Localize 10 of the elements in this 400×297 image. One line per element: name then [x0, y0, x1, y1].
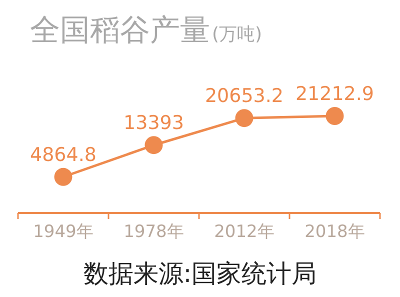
- title: 全国稻谷产量(万吨): [30, 13, 262, 48]
- x-tick-label: 1949年: [33, 222, 94, 242]
- data-label: 21212.9: [295, 83, 374, 105]
- data-label: 4864.8: [30, 144, 96, 166]
- source-note: 数据来源:国家统计局: [83, 259, 317, 288]
- x-tick-label: 2018年: [304, 222, 365, 242]
- data-label: 20653.2: [204, 85, 284, 108]
- x-tick-label: 2012年: [214, 222, 274, 242]
- data-label: 13393: [124, 112, 184, 134]
- x-tick-label: 1978年: [124, 222, 184, 242]
